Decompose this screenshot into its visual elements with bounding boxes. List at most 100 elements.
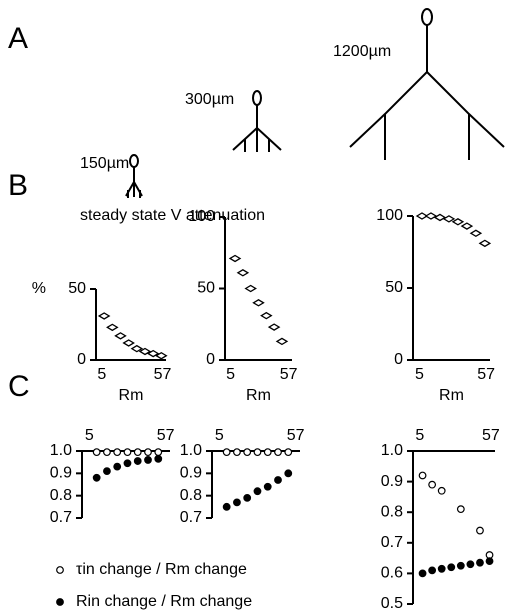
diamond-marker — [478, 239, 492, 248]
diamond-marker — [260, 311, 273, 320]
cell-label: 1200µm — [333, 43, 391, 60]
diamond-marker — [97, 312, 111, 320]
diamond-marker — [106, 323, 119, 332]
open-circle-marker — [56, 566, 64, 574]
y-tick-label: 50 — [385, 279, 403, 296]
filled-circle-marker — [56, 598, 64, 606]
filled-circle-marker — [233, 498, 241, 507]
diamond-marker — [433, 213, 447, 222]
y-tick-label: 0.6 — [381, 565, 403, 582]
filled-circle-marker — [418, 569, 427, 578]
diamond-marker — [451, 218, 465, 226]
diamond-marker — [130, 344, 144, 353]
x-tick-label: 5 — [97, 366, 106, 383]
neuron-small — [125, 154, 143, 198]
filled-circle-marker — [103, 467, 111, 476]
y-tick-label: 0 — [77, 351, 86, 368]
cell-label: 150µm — [80, 155, 129, 172]
x-tick-label: 57 — [482, 427, 500, 444]
filled-circle-marker — [284, 469, 293, 478]
panel-label: C — [8, 370, 30, 403]
open-circle-marker — [243, 448, 252, 457]
x-tick-label: 57 — [280, 366, 298, 383]
open-circle-marker — [222, 448, 231, 457]
x-tick-label: 57 — [157, 427, 175, 444]
diamond-marker — [114, 332, 127, 340]
diamond-marker — [469, 229, 483, 238]
open-circle-marker — [103, 448, 111, 457]
open-circle-marker — [428, 480, 437, 489]
y-tick-label: 0.8 — [180, 487, 202, 504]
open-circle-marker — [418, 471, 427, 480]
open-circle-marker — [154, 448, 163, 457]
y-tick-label: 100 — [376, 207, 403, 224]
y-tick-label: 0.7 — [50, 509, 72, 526]
filled-circle-marker — [466, 560, 475, 569]
filled-circle-marker — [485, 557, 494, 566]
x-tick-label: 57 — [154, 366, 172, 383]
filled-circle-marker — [437, 564, 446, 573]
filled-circle-marker — [243, 494, 252, 502]
x-axis-label: Rm — [246, 387, 271, 404]
x-tick-label: 5 — [415, 427, 424, 444]
x-tick-label: 5 — [215, 427, 224, 444]
filled-circle-marker — [154, 454, 163, 463]
filled-circle-marker — [253, 487, 262, 496]
y-tick-label: 50 — [197, 280, 215, 297]
open-circle-marker — [233, 448, 241, 457]
y-tick-label: 1.0 — [381, 442, 403, 459]
y-tick-label: 0 — [394, 351, 403, 368]
y-tick-label: 1.0 — [180, 442, 202, 459]
neuron-large — [349, 8, 505, 160]
y-tick-label: 0.8 — [381, 503, 403, 520]
x-tick-label: 57 — [477, 366, 495, 383]
filled-circle-marker — [428, 566, 437, 575]
y-tick-label: 0.8 — [50, 487, 72, 504]
filled-circle-marker — [222, 502, 231, 511]
y-tick-label: 50 — [68, 280, 86, 297]
diamond-marker — [228, 254, 242, 263]
y-tick-label: 0.9 — [50, 465, 72, 482]
diamond-marker — [460, 222, 474, 230]
x-tick-label: 5 — [226, 366, 235, 383]
filled-circle-marker — [123, 459, 132, 468]
filled-circle-marker — [144, 456, 152, 464]
open-circle-marker — [284, 448, 293, 457]
filled-circle-marker — [476, 558, 484, 567]
open-circle-marker — [113, 448, 122, 457]
y-tick-label: 100 — [188, 208, 215, 225]
diamond-marker — [244, 284, 257, 293]
filled-circle-marker — [92, 473, 101, 482]
diamond-marker — [267, 323, 281, 331]
open-circle-marker — [456, 505, 465, 514]
open-circle-marker — [274, 448, 282, 457]
diamond-marker — [442, 215, 456, 223]
filled-circle-marker — [274, 476, 282, 484]
open-circle-marker — [123, 448, 132, 457]
x-tick-label: 5 — [415, 366, 424, 383]
y-tick-label: 0.7 — [381, 534, 403, 551]
filled-circle-marker — [263, 482, 272, 491]
y-tick-label: 0 — [206, 351, 215, 368]
panel-label: A — [8, 22, 28, 55]
x-tick-label: 57 — [287, 427, 305, 444]
diamond-marker — [155, 351, 168, 360]
cell-label: 300µm — [185, 91, 234, 108]
panel-label: B — [8, 169, 28, 202]
y-tick-label: 0.7 — [180, 509, 202, 526]
y-tick-label: 1.0 — [50, 442, 72, 459]
open-circle-marker — [253, 448, 262, 457]
diamond-marker — [236, 269, 250, 277]
neuron-medium — [232, 90, 282, 152]
open-circle-marker — [92, 448, 101, 457]
diamond-marker — [252, 299, 265, 307]
x-tick-label: 5 — [85, 427, 94, 444]
open-circle-marker — [144, 448, 152, 457]
open-circle-marker — [476, 526, 484, 535]
x-axis-label: Rm — [119, 387, 144, 404]
legend-label: Rin change / Rm change — [76, 593, 252, 610]
open-circle-marker — [133, 448, 142, 457]
y-tick-label: 0.9 — [381, 473, 403, 490]
diamond-marker — [138, 347, 152, 356]
